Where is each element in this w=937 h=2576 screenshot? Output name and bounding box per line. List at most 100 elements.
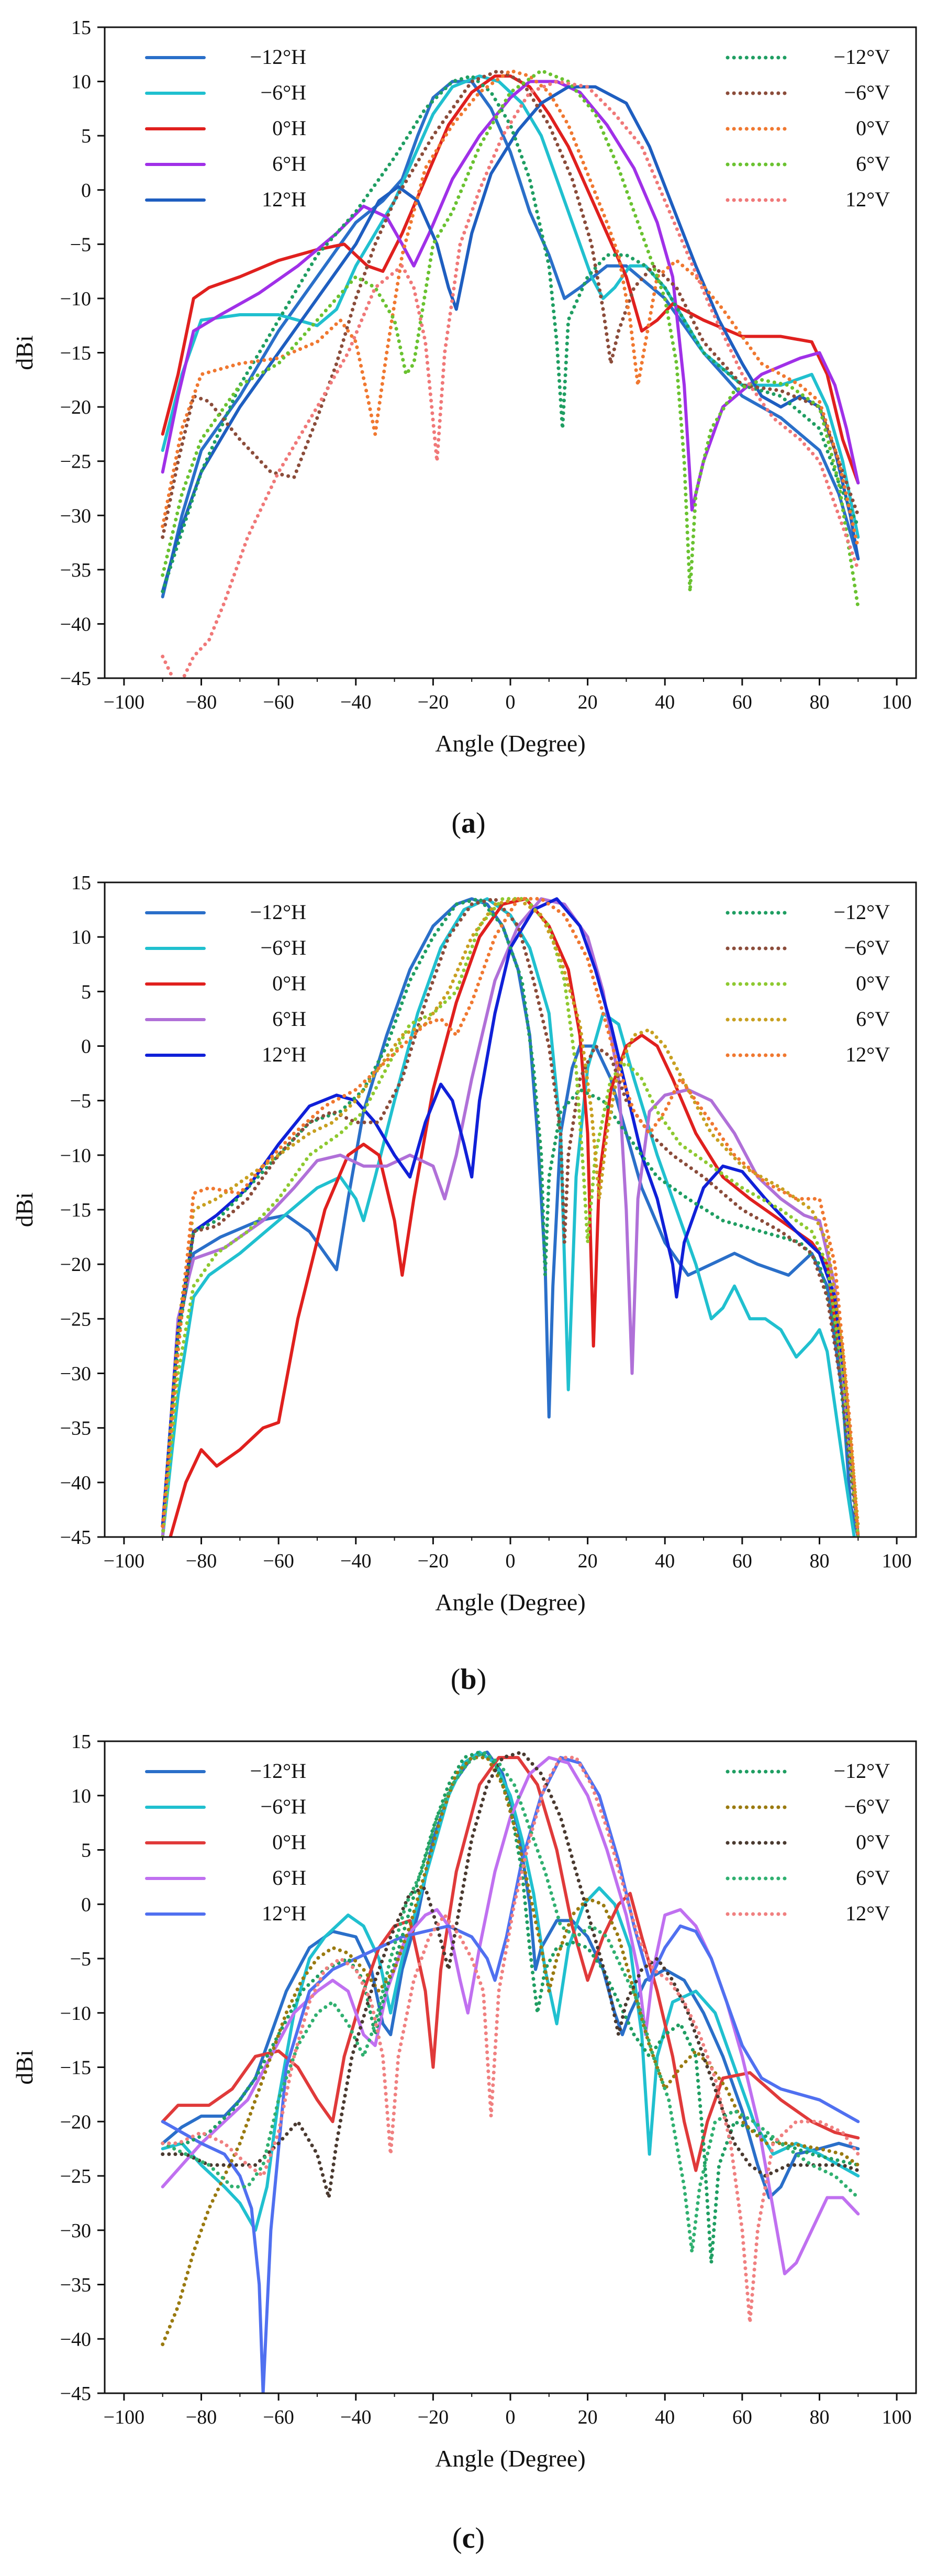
y-tick-label: 10 — [71, 71, 91, 93]
legend-label: −12°H — [250, 45, 306, 69]
x-tick-label: −60 — [263, 691, 294, 713]
x-tick-label: 20 — [578, 691, 598, 713]
caption-letter: c — [462, 2522, 475, 2555]
plot-frame — [104, 1740, 917, 2394]
x-axis-label: Angle (Degree) — [435, 730, 585, 757]
x-tick-label: −40 — [340, 1550, 371, 1572]
y-tick-label: −40 — [60, 1472, 91, 1494]
series-line-v-5 — [161, 1750, 860, 2265]
legend-label: −6°V — [844, 936, 890, 959]
y-tick-label: −15 — [60, 342, 91, 364]
legend-label: 6°V — [856, 152, 890, 175]
legend-label: −12°V — [834, 45, 890, 69]
y-tick-label: −10 — [60, 1145, 91, 1167]
x-tick-label: 80 — [809, 2406, 829, 2428]
legend-label: 0°V — [856, 116, 890, 140]
y-tick-label: 0 — [81, 180, 91, 202]
x-tick-label: 20 — [578, 1550, 598, 1572]
y-axis-label: dBi — [11, 335, 38, 370]
legend-label: −6°H — [261, 81, 306, 104]
x-tick-label: 40 — [655, 2406, 675, 2428]
x-tick-label: 60 — [732, 2406, 752, 2428]
y-tick-label: −5 — [70, 1090, 91, 1112]
y-tick-label: −45 — [60, 1527, 91, 1549]
x-tick-label: −80 — [186, 2406, 217, 2428]
legend-label: −6°V — [844, 81, 890, 104]
legend-label: −12°H — [250, 900, 306, 924]
legend-label: 12°H — [262, 187, 306, 211]
series-line-h-1 — [161, 897, 856, 1537]
y-tick-label: 15 — [71, 872, 91, 894]
y-tick-label: −10 — [60, 2003, 91, 2025]
series-line-h-1 — [161, 74, 860, 539]
legend-label: 0°H — [272, 116, 306, 140]
x-tick-label: 80 — [809, 691, 829, 713]
x-tick-label: −20 — [418, 1550, 449, 1572]
legend-label: −6°H — [261, 936, 306, 959]
series-line-v-8 — [161, 1750, 860, 2254]
x-tick-label: 100 — [882, 691, 912, 713]
series-line-v-6 — [161, 897, 860, 1537]
legend-label: −6°H — [261, 1795, 306, 1818]
y-tick-label: −20 — [60, 1254, 91, 1276]
series-line-v-5 — [161, 74, 860, 593]
x-tick-label: 0 — [506, 691, 516, 713]
y-tick-label: 0 — [81, 1894, 91, 1916]
legend-label: 6°H — [272, 152, 306, 175]
legend-label: 6°V — [856, 1866, 890, 1889]
series-line-v-9 — [161, 80, 860, 678]
x-tick-label: 0 — [506, 1550, 516, 1572]
series-group — [161, 1750, 860, 2393]
series-group — [161, 897, 860, 1537]
series-line-v-7 — [161, 69, 860, 550]
y-tick-label: −45 — [60, 668, 91, 690]
y-tick-label: −40 — [60, 613, 91, 635]
caption-letter: a — [461, 807, 476, 839]
legend-label: 12°H — [262, 1901, 306, 1925]
y-tick-label: −35 — [60, 1418, 91, 1440]
legend-label: 0°H — [272, 971, 306, 995]
x-tick-label: 20 — [578, 2406, 598, 2428]
y-tick-label: −25 — [60, 451, 91, 473]
y-tick-label: −5 — [70, 1948, 91, 1970]
x-axis-label: Angle (Degree) — [435, 1589, 585, 1616]
x-tick-label: 40 — [655, 691, 675, 713]
caption-close: ) — [477, 1663, 487, 1696]
y-tick-label: −40 — [60, 2328, 91, 2350]
series-line-v-9 — [161, 897, 860, 1537]
legend-label: 6°H — [272, 1866, 306, 1889]
x-tick-label: −100 — [104, 1550, 144, 1572]
series-line-h-3 — [161, 80, 860, 512]
x-tick-label: 80 — [809, 1550, 829, 1572]
x-tick-label: −80 — [186, 1550, 217, 1572]
legend-label: 6°V — [856, 1007, 890, 1031]
x-tick-label: −40 — [340, 691, 371, 713]
x-tick-label: −80 — [186, 691, 217, 713]
series-line-h-4 — [161, 85, 860, 593]
y-tick-label: −35 — [60, 559, 91, 581]
chart-panel-c: −100 −80 −60 −40 −20 0 20 40 60 80 100 15 10 5 0 −5 −10 −… — [11, 1731, 917, 2555]
series-line-h-1 — [161, 1750, 860, 2232]
x-tick-label: −60 — [263, 1550, 294, 1572]
y-tick-label: −45 — [60, 2383, 91, 2405]
x-tick-label: 60 — [732, 1550, 752, 1572]
series-line-v-7 — [161, 897, 860, 1537]
y-tick-label: 15 — [71, 1731, 91, 1753]
legend-label: 12°V — [845, 187, 890, 211]
y-tick-label: −25 — [60, 2165, 91, 2187]
caption-open: ( — [451, 1663, 461, 1696]
y-tick-label: −30 — [60, 505, 91, 527]
caption-close: ) — [475, 2522, 485, 2555]
chart-panel-a: −100 −80 −60 −40 −20 0 20 40 60 80 100 15 10 5 0 −5 −10 −… — [11, 17, 917, 839]
y-tick-label: 5 — [81, 981, 91, 1003]
plot-frame — [104, 26, 917, 679]
legend-label: −12°V — [834, 900, 890, 924]
series-line-h-4 — [161, 897, 860, 1537]
series-line-v-6 — [161, 1755, 860, 2347]
x-axis-label: Angle (Degree) — [435, 2445, 585, 2472]
series-line-h-3 — [161, 1756, 860, 2275]
x-tick-label: −100 — [104, 691, 144, 713]
y-tick-label: −20 — [60, 2111, 91, 2133]
x-tick-label: 0 — [506, 2406, 516, 2428]
